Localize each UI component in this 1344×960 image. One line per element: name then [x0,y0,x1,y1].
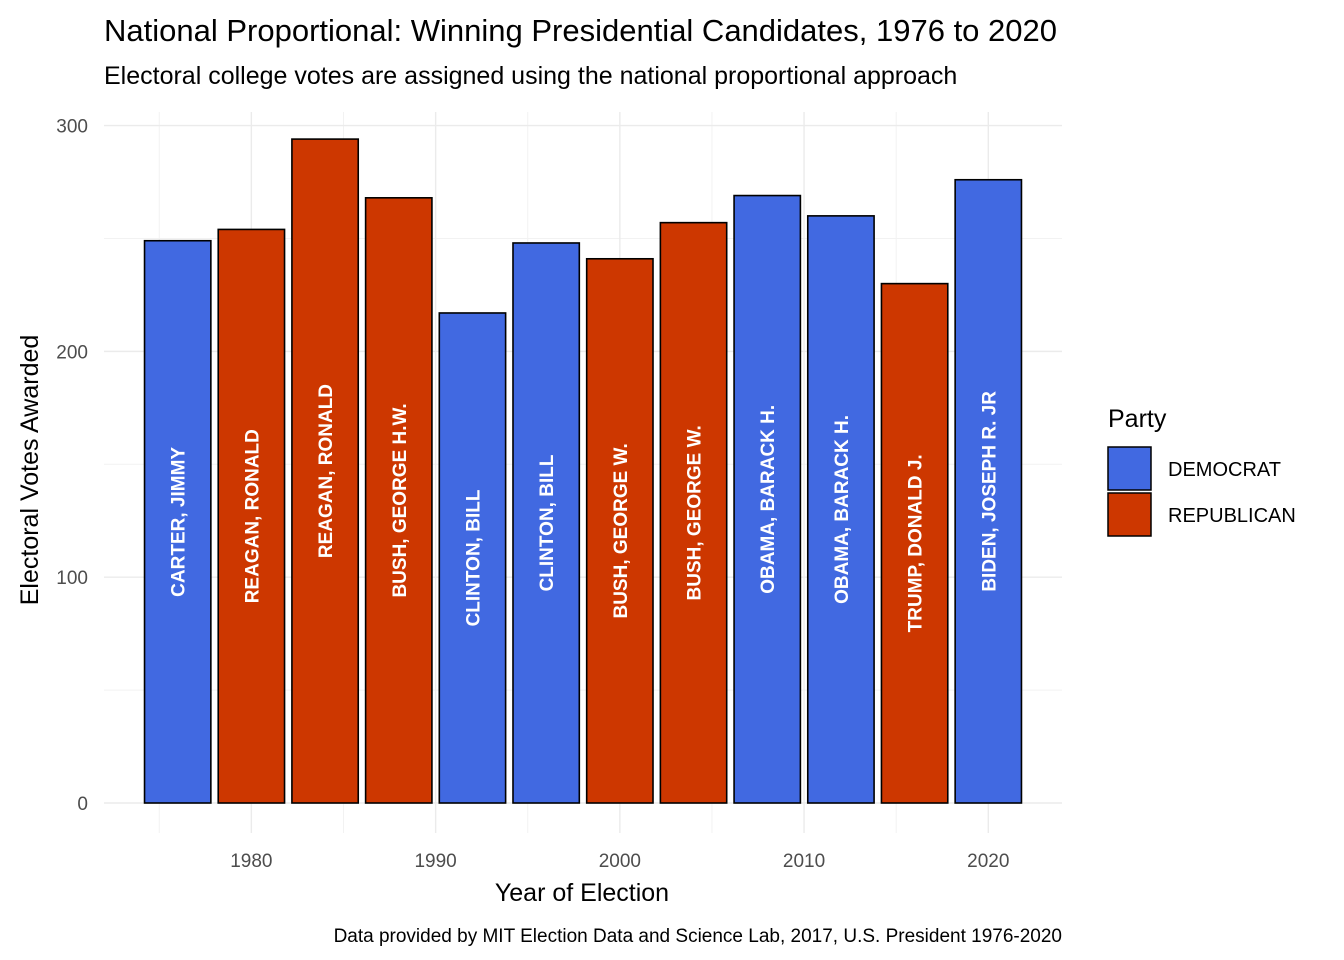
bar-label-1984: REAGAN, RONALD [316,384,337,558]
chart-title: National Proportional: Winning President… [104,13,1057,48]
bar-2020 [954,178,1023,804]
y-tick-label: 0 [77,794,88,815]
bar-1988 [364,197,433,804]
bar-2004 [659,221,728,804]
bar-2008 [733,194,802,804]
bar-label-2016: TRUMP, DONALD J. [906,454,927,632]
bar-1996 [512,242,581,804]
bar-2016 [880,282,949,804]
legend-label-republican: REPUBLICAN [1168,505,1296,527]
bar-label-1992: CLINTON, BILL [463,489,484,626]
bar-label-2020: BIDEN, JOSEPH R. JR [979,391,1000,592]
bar-labels: CARTER, JIMMY REAGAN, RONALD REAGAN, RONAL… [169,384,1001,632]
chart-subtitle: Electoral college votes are assigned usi… [104,62,957,90]
x-tick-label: 1980 [230,851,272,872]
bar-label-2008: OBAMA, BARACK H. [758,405,779,594]
x-tick-label: 2010 [783,851,825,872]
bar-label-1988: BUSH, GEORGE H.W. [390,403,411,597]
bar-label-1996: CLINTON, BILL [537,454,558,591]
bar-1992 [438,312,507,804]
bar-label-2012: OBAMA, BARACK H. [832,415,853,604]
bar-1980 [217,228,286,804]
bar-label-1980: REAGAN, RONALD [242,429,263,603]
x-tick-label: 2000 [599,851,641,872]
y-tick-label: 200 [56,342,88,363]
legend-label-democrat: DEMOCRAT [1168,459,1281,481]
legend-key-republican [1107,492,1152,537]
y-tick-label: 300 [56,117,88,138]
legend: Party DEMOCRAT REPUBLICAN [1107,405,1296,537]
bar-label-1976: CARTER, JIMMY [169,447,190,597]
x-tick-label: 2020 [967,851,1009,872]
bar-2012 [806,215,875,804]
bar-1984 [291,138,360,804]
y-tick-label: 100 [56,568,88,589]
x-tick-label: 1990 [414,851,456,872]
bars [143,138,1023,804]
bar-2000 [585,257,654,804]
y-axis-ticks: 0 100 200 300 [56,117,88,815]
y-axis-title: Electoral Votes Awarded [16,335,44,606]
legend-title: Party [1108,405,1167,433]
bar-1976 [143,239,212,804]
x-axis-title: Year of Election [495,879,669,907]
x-axis-ticks: 1980 1990 2000 2010 2020 [230,851,1009,872]
bar-label-2000: BUSH, GEORGE W. [611,443,632,618]
chart-caption: Data provided by MIT Election Data and S… [334,926,1062,947]
bar-label-2004: BUSH, GEORGE W. [685,425,706,600]
legend-key-democrat [1107,446,1152,491]
